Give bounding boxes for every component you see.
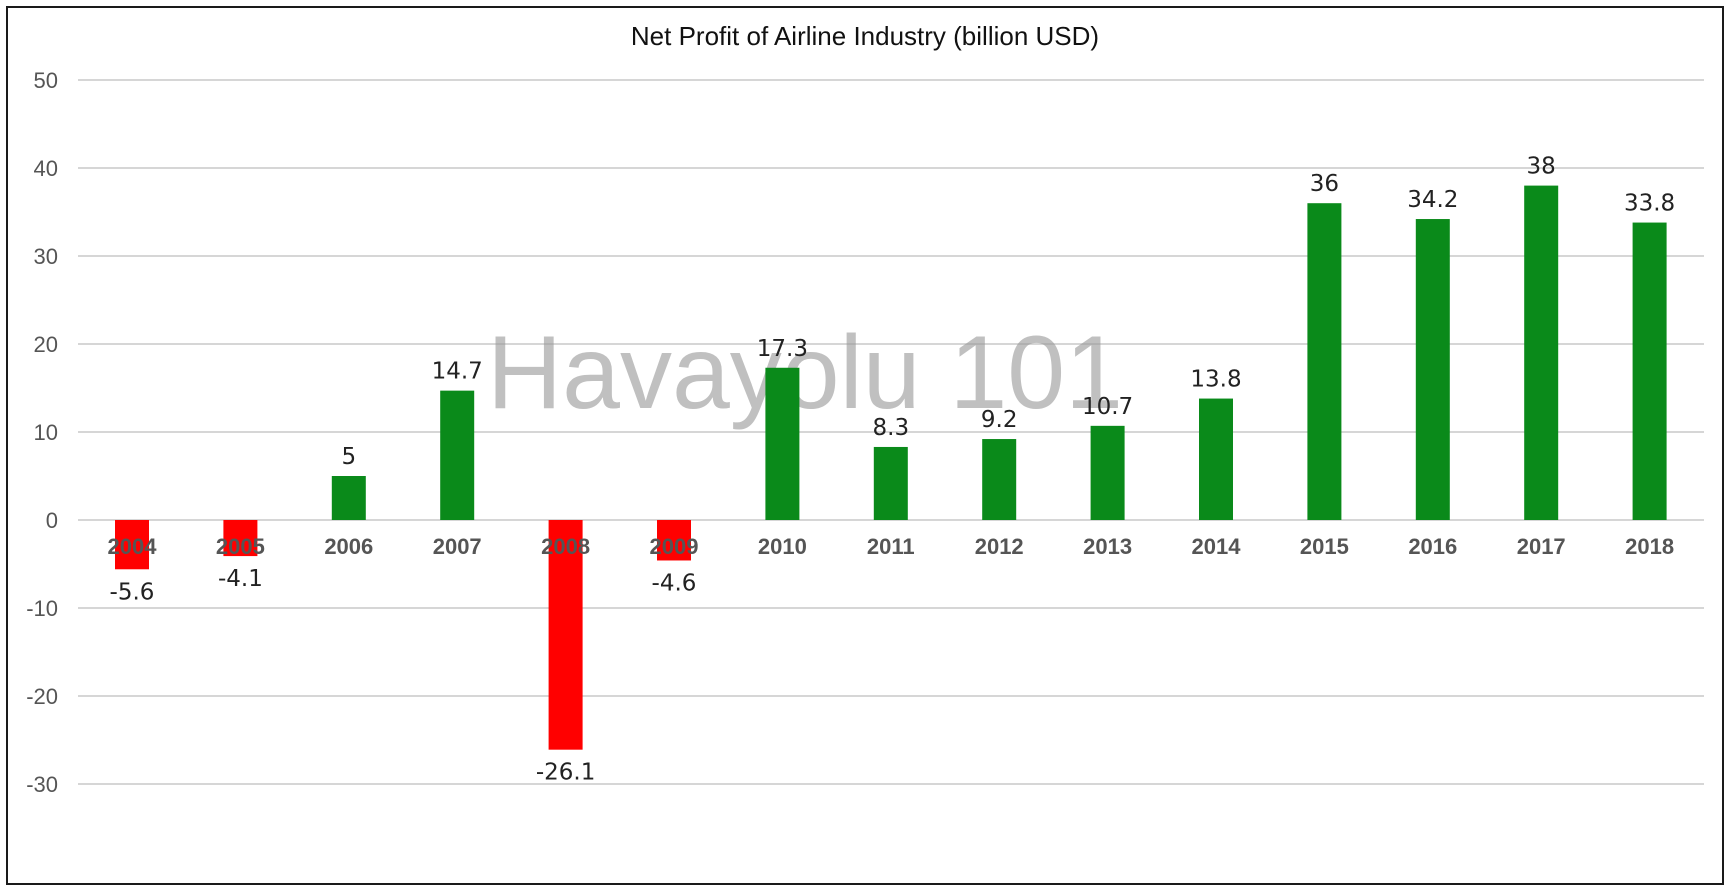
x-tick-label: 2015 [1300,534,1349,559]
bar [1524,185,1559,520]
bar [1632,222,1667,520]
x-tick-label: 2004 [108,534,158,559]
data-label: 36 [1310,171,1339,197]
data-label: 17.3 [757,336,808,362]
y-tick-label: -30 [26,772,58,797]
x-axis-tick-labels: 2004 2005 2006 2007 2008 2009 2010 2011 2012 2013… [108,534,1675,559]
data-label: 14.7 [432,359,483,385]
x-tick-label: 2014 [1192,534,1242,559]
x-tick-label: 2017 [1517,534,1566,559]
bar [1307,203,1342,520]
data-labels: -5.6 -4.1 5 14.7 -26.1 -4.6 17.3 8.3 9.2 10.7 13.8… [110,154,1676,786]
x-tick-label: 2018 [1625,534,1674,559]
x-tick-label: 2012 [975,534,1024,559]
x-tick-label: 2010 [758,534,807,559]
data-label: -4.1 [218,566,263,592]
x-tick-label: 2011 [867,534,915,559]
data-label: 34.2 [1407,187,1458,213]
x-tick-label: 2005 [216,534,265,559]
y-tick-label: 50 [34,68,58,93]
bar [331,476,366,520]
bar [657,520,691,561]
x-tick-label: 2006 [324,534,373,559]
x-tick-label: 2009 [650,534,699,559]
bars [115,185,1667,750]
data-label: 10.7 [1082,394,1133,420]
bar [873,446,908,520]
data-label: 33.8 [1624,191,1675,217]
bar [982,439,1017,520]
watermark-layer: Havayolu 101 [487,315,1123,431]
y-tick-label: 40 [34,156,58,181]
y-tick-label: 20 [34,332,58,357]
data-label: 5 [341,444,356,470]
data-label: 38 [1527,154,1556,180]
chart-title: Net Profit of Airline Industry (billion … [631,21,1099,51]
y-tick-label: 0 [46,508,58,533]
y-tick-label: 30 [34,244,58,269]
x-tick-label: 2007 [433,534,482,559]
data-label: -5.6 [110,579,155,605]
bar [440,390,475,520]
data-label: 8.3 [873,415,910,441]
x-tick-label: 2013 [1083,534,1132,559]
y-tick-label: -10 [26,596,58,621]
bar [1090,425,1125,520]
data-label: 13.8 [1190,367,1241,393]
bar [1199,398,1233,520]
chart-frame: Havayolu 101 2004 2005 2006 2007 2008 2009 201… [6,6,1724,885]
x-tick-label: 2016 [1408,534,1457,559]
watermark: Havayolu 101 [487,315,1123,431]
bar [765,367,800,520]
bar-chart: Havayolu 101 2004 2005 2006 2007 2008 2009 201… [26,21,1704,797]
data-label: 9.2 [981,407,1018,433]
y-tick-label: 10 [34,420,58,445]
bar [548,520,583,750]
bar [115,520,149,570]
data-label: -26.1 [536,760,596,786]
bar [223,520,258,557]
data-label: -4.6 [652,570,697,596]
x-tick-label: 2008 [541,534,590,559]
y-axis-tick-labels: 50 40 30 20 10 0 -10 -20 -30 [26,68,58,797]
bar [1415,219,1450,521]
y-tick-label: -20 [26,684,58,709]
